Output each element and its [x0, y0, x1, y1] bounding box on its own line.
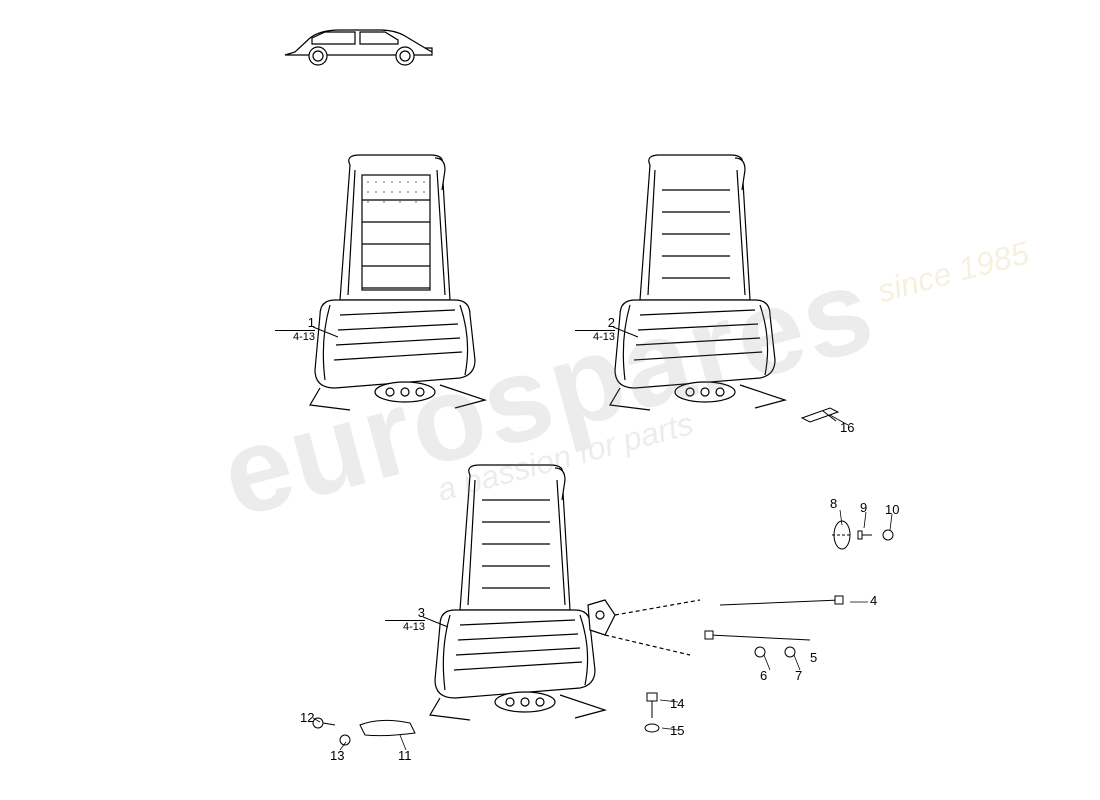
label-13: 13 — [330, 748, 344, 763]
label-16: 16 — [840, 420, 854, 435]
callout-16-line — [788, 396, 838, 426]
label-8: 8 — [830, 496, 837, 511]
callout-1-line — [313, 322, 343, 342]
watermark-year: since 1985 — [874, 234, 1033, 310]
label-11: 11 — [398, 748, 412, 763]
callout-1: 1 4-13 — [275, 315, 315, 343]
callout-2: 2 4-13 — [575, 315, 615, 343]
parts-diagram: 1 4-13 2 4-13 — [0, 0, 1100, 800]
callout-1-num: 1 — [275, 315, 315, 330]
parts-8-9-10-icon — [830, 515, 910, 555]
label-9: 9 — [860, 500, 867, 515]
parts-4-7-icon — [700, 590, 880, 670]
label-12: 12 — [300, 710, 314, 725]
seat-2 — [590, 150, 810, 420]
parts-11-13-icon — [310, 705, 430, 755]
callout-2-range: 4-13 — [575, 330, 615, 343]
callout-3-num: 3 — [385, 605, 425, 620]
callout-1-range: 4-13 — [275, 330, 315, 343]
label-14: 14 — [670, 696, 684, 711]
callout-3-range: 4-13 — [385, 620, 425, 633]
seat-1 — [290, 150, 510, 420]
label-7: 7 — [795, 668, 802, 683]
callout-2-line — [613, 322, 643, 342]
callout-3-line — [423, 612, 453, 632]
label-5: 5 — [810, 650, 817, 665]
label-15: 15 — [670, 723, 684, 738]
label-4: 4 — [870, 593, 877, 608]
parts-14-15-icon — [635, 690, 675, 740]
vehicle-icon — [280, 20, 440, 70]
callout-2-num: 2 — [575, 315, 615, 330]
label-6: 6 — [760, 668, 767, 683]
label-10: 10 — [885, 502, 899, 517]
callout-3: 3 4-13 — [385, 605, 425, 633]
